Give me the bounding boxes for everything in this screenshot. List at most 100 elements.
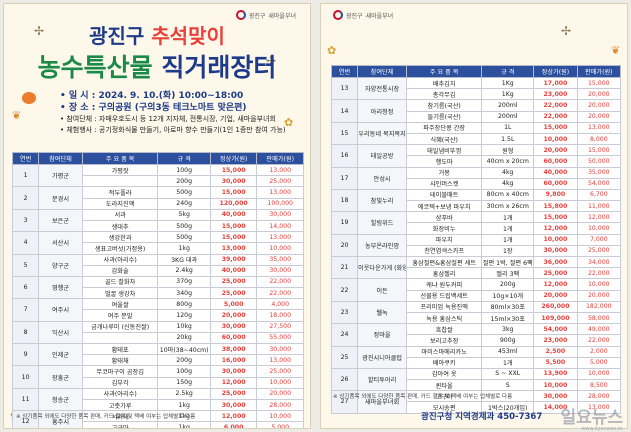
table-cell-sale: 25,000 <box>256 365 304 378</box>
table-cell-spec: S ~ XXL <box>481 367 535 381</box>
table-cell-sale: 15,000 <box>576 144 622 157</box>
table-cell-price: 6,000 <box>209 421 258 428</box>
table-cell-sale: 15,000 <box>576 76 622 90</box>
table-cell-no: 20 <box>331 233 358 258</box>
table-cell-price: 260,000 <box>533 300 578 313</box>
table-cell-no: 9 <box>11 342 40 367</box>
table-cell-sale: 49,000 <box>576 323 622 336</box>
table-cell-spec: 1개 <box>481 222 535 235</box>
table-cell-org: 자양전통시장 <box>356 76 408 101</box>
table-cell-spec: 200g <box>157 354 211 367</box>
table-row: 14 아리청정 참기름(국산) 200ml 22,000 20,000 <box>331 99 622 123</box>
table-cell-org: 문경시 <box>38 186 83 210</box>
table-cell-spec: 1장 <box>481 244 535 258</box>
table-cell-item: 흑찹쌀 <box>406 323 483 336</box>
column-header: 정상가(원) <box>209 152 258 165</box>
table-cell-item: 파주장단콩 간장 <box>406 121 483 134</box>
table-cell-spec: 900g <box>481 334 535 347</box>
table-cell-price: 40,000 <box>209 264 258 277</box>
table-cell-spec: 500g <box>157 219 211 233</box>
table-cell-spec: 1kg <box>157 242 211 255</box>
table-row: 모시송편 1박스(20개입) 14,000 13,000 <box>332 401 622 414</box>
table-cell-item: 천연염색스카프 <box>406 244 483 258</box>
table-cell-item: 감아여 옷 <box>406 367 483 381</box>
table-row: 도라지진액 240g 120,000 100,000 <box>13 197 304 210</box>
table-cell-price: 12,000 <box>209 376 258 389</box>
table-cell-org: 장흥군 <box>38 365 83 389</box>
table-cell-item: 보리고추장 <box>406 334 483 347</box>
table-cell-no: 14 <box>331 99 358 123</box>
table-cell-price: 30,000 <box>533 390 578 403</box>
table-cell-price: 10,000 <box>533 132 578 146</box>
table-cell-price: 60,000 <box>209 331 258 345</box>
table-cell-org: 새마을부녀회 <box>356 390 408 414</box>
table-cell-sale: 13,000 <box>576 401 622 414</box>
table-cell-spec: 150g <box>157 376 211 389</box>
table-cell-item: 감화술 <box>81 264 159 277</box>
table-cell-spec: 1개 <box>481 211 535 224</box>
table-cell-spec: 10g×10개 <box>481 289 535 302</box>
table-cell-sale: 8,500 <box>576 379 622 392</box>
table-cell-org: 영행군 <box>38 275 83 300</box>
table-cell-price: 12,000 <box>209 410 258 423</box>
table-cell-org: 이웃다운가게 (화양점) <box>356 255 408 280</box>
table-cell-item: 가평잣 <box>81 163 159 177</box>
table-cell-sale: 28,000 <box>576 390 622 403</box>
table-cell-sale: 28,000 <box>256 398 304 412</box>
table-cell-price: 12,000 <box>533 278 578 291</box>
table-cell-no: 18 <box>331 188 358 213</box>
footnote: ※ 상기품목 외에도 다양한 품목 판매, 카드 결제 및 택배 여부는 업체별… <box>16 414 196 420</box>
table-row: 24 정마을 흑찹쌀 3kg 54,000 49,000 <box>331 323 622 347</box>
table-cell-spec: 5kg <box>157 208 211 221</box>
table-cell-spec: 120g <box>157 309 211 322</box>
table-cell-item: 적두플라 <box>81 186 159 199</box>
event-info: • 일 시 : 2024. 9. 10.(화) 10:00~18:00 • 장 … <box>60 90 300 136</box>
table-cell-price: 15,000 <box>209 219 258 233</box>
table-cell-spec: 절편 1박, 절편 6팩 <box>481 255 535 269</box>
table-cell-org: 아리청정 <box>356 99 408 123</box>
table-cell-spec: 1박스(20개입) <box>481 401 535 414</box>
flower-icon: ✿ <box>327 44 337 57</box>
table-cell-price: 15,000 <box>533 211 578 224</box>
table-cell-price: 5,000 <box>209 298 258 311</box>
poster-left: 광진구 새마을부녀 ✢ ✢ ❦ ✿ ✿ 광진구 추석맞이 농수특산물 직거래장터… <box>3 3 311 429</box>
table-cell-sale: 10,000 <box>256 410 304 423</box>
table-cell-item: 여울쌀 <box>81 298 159 311</box>
table-cell-item: 황태채 <box>81 354 159 367</box>
table-row: 1 가평군 가평잣 100g 15,000 13,000 <box>11 163 304 188</box>
table-cell-sale: 22,000 <box>576 267 622 280</box>
table-cell-item: 행도마 <box>406 155 483 168</box>
table-cell-item: 거봉 <box>406 166 483 179</box>
table-cell-price: 5,500 <box>533 356 578 369</box>
table-cell-no: 3 <box>11 208 40 233</box>
table-cell-sale: 10,000 <box>576 278 622 291</box>
table-cell-spec: 10마(38~40cm) <box>157 342 211 356</box>
column-header: 규 격 <box>481 65 535 78</box>
table-cell-org: 안성시 <box>356 166 408 190</box>
table-cell-sale: 27,500 <box>256 320 304 333</box>
column-header: 주 요 품 목 <box>81 152 159 165</box>
table-cell-price: 15,000 <box>209 163 258 177</box>
table-cell-sale: 13,000 <box>256 354 304 367</box>
table-cell-org: 익산시 <box>38 320 83 345</box>
table-cell-price: 20,000 <box>533 144 578 157</box>
contact-footer: 광진구청 지역경제과 450-7367 <box>421 412 543 422</box>
table-cell-sale: 182,000 <box>576 300 622 313</box>
table-cell-price: 22,000 <box>533 99 578 112</box>
table-cell-spec: 100g <box>157 163 211 177</box>
table-cell-item <box>81 331 159 345</box>
table-cell-sale: 34,000 <box>576 255 622 269</box>
table-cell-sale: 8,000 <box>576 132 622 146</box>
table-row: 천연염색스카프 1장 30,000 25,000 <box>332 244 622 258</box>
table-cell-no: 26 <box>331 367 358 392</box>
table-cell-org: 우리동네 복지복지 <box>356 121 408 146</box>
table-row: 15 우리동네 복지복지 파주장단콩 간장 1L 15,000 13,000 <box>331 121 622 146</box>
table-cell-price: 10,000 <box>533 233 578 246</box>
table-row: 선물용 드립백세트 10g×10개 20,000 20,000 <box>332 289 622 302</box>
table-cell-spec: 200ml <box>481 110 535 123</box>
table-cell-price: 15,800 <box>533 200 578 213</box>
table-row: 13 자양전통시장 배추김치 1Kg 17,000 15,000 <box>331 76 622 101</box>
table-cell-sale: 20,000 <box>576 110 622 123</box>
table-row: 6 영행군 골드 찰화차 370g 25,000 22,000 <box>11 275 304 300</box>
dragonfly-icon: ✢ <box>266 54 277 68</box>
